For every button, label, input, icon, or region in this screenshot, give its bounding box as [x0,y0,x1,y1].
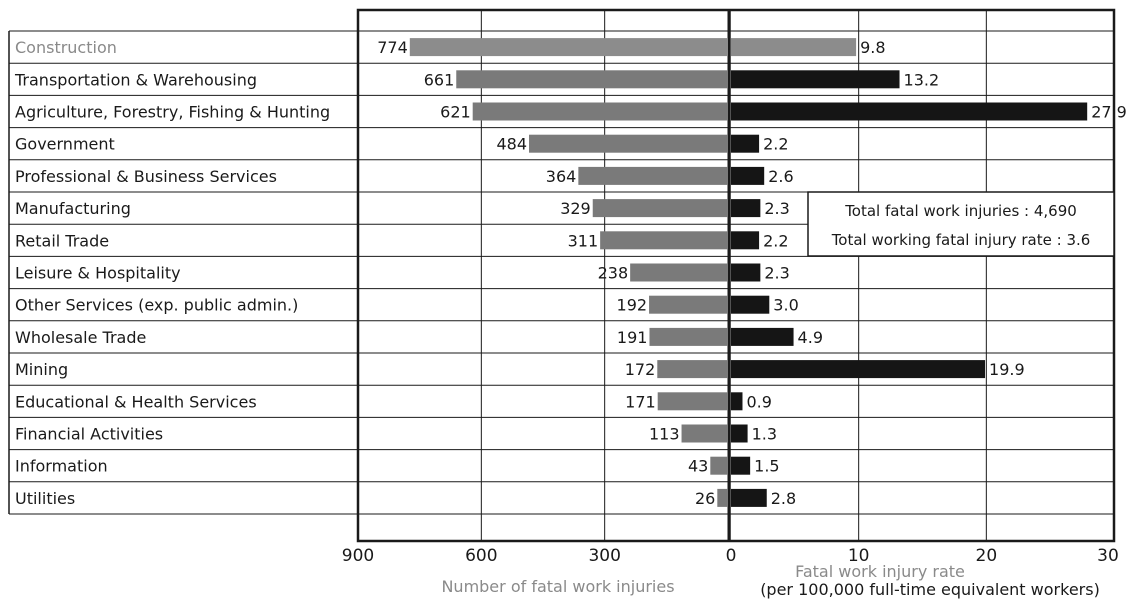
category-label: Educational & Health Services [15,392,257,411]
plot-frame [356,8,1116,543]
category-label: Retail Trade [15,231,109,250]
rate-value-label: 9.8 [860,38,885,57]
category-label: Government [15,135,115,154]
rate-bar [731,424,748,443]
injuries-value-label: 238 [598,264,629,283]
rate-bar [731,392,743,411]
injuries-bar [592,199,728,218]
category-label: Transportation & Warehousing [14,70,257,89]
x-tick-label-left: 600 [465,546,497,566]
rate-value-label: 0.9 [746,392,771,411]
rate-bar [731,231,760,250]
injuries-value-label: 364 [546,167,577,186]
rate-bar [731,70,900,89]
category-label: Professional & Business Services [15,167,277,186]
rate-value-label: 19.9 [989,360,1025,379]
rate-value-label: 1.5 [754,457,779,476]
rate-value-label: 2.8 [771,489,796,508]
injuries-bar [681,424,728,443]
injuries-bar [529,134,728,153]
injuries-value-label: 172 [625,360,656,379]
category-label: Other Services (exp. public admin.) [15,296,298,315]
injuries-bar [409,38,728,57]
rate-bar [731,456,751,475]
injuries-bar [657,360,728,379]
injuries-value-label: 43 [688,457,708,476]
rate-bar [731,488,767,507]
injuries-bar [472,102,728,121]
rate-value-label: 2.3 [764,264,789,283]
injuries-value-label: 192 [617,296,648,315]
x-tick-label-left: 300 [588,546,620,566]
x-axis-title-right-line1: Fatal work injury rate [795,562,965,581]
category-label: Information [15,457,108,476]
injuries-value-label: 171 [625,392,656,411]
x-tick-label-right: 30 [1097,546,1119,566]
total-fatal-rate-text: Total working fatal injury rate : 3.6 [831,231,1091,249]
rate-bar [731,295,770,314]
rate-value-label: 2.3 [764,199,789,218]
rate-value-label: 2.2 [763,135,788,154]
x-axis-title-right-line2: (per 100,000 full-time equivalent worker… [760,580,1100,599]
rate-value-label: 2.6 [768,167,793,186]
rate-value-label: 3.0 [773,296,798,315]
rate-value-label: 13.2 [904,70,940,89]
rate-bar [731,134,760,153]
injuries-value-label: 329 [560,199,591,218]
rate-bar [731,327,794,346]
totals-annotation: Total fatal work injuries : 4,690 Total … [807,191,1115,257]
injuries-bar [649,295,728,314]
rate-value-label: 4.9 [798,328,823,347]
rate-bar [731,38,857,57]
injuries-value-label: 661 [424,70,455,89]
injuries-value-label: 26 [695,489,715,508]
rate-bar [731,360,986,379]
rate-bar [731,263,761,282]
rate-bar [731,199,761,218]
rate-value-label: 1.3 [752,425,777,444]
totals-annotation-box [807,191,1115,257]
injuries-bar [456,70,728,89]
injuries-value-label: 113 [649,425,680,444]
injuries-bar [630,263,728,282]
injuries-bar [710,456,728,475]
injuries-value-label: 191 [617,328,648,347]
injuries-bar [578,166,728,185]
bars [409,38,1088,507]
rate-bar [731,166,765,185]
x-axis-title-left: Number of fatal work injuries [441,577,674,596]
injuries-bar [649,327,728,346]
category-label: Agriculture, Forestry, Fishing & Hunting [15,103,330,122]
category-label: Wholesale Trade [15,328,146,347]
rate-bar [731,102,1088,121]
labels: Construction 774 9.8 Transportation & Wareh… [14,38,1127,566]
category-label: Manufacturing [15,199,131,218]
grid [8,8,1116,543]
category-label: Construction [15,38,117,57]
x-tick-label-left: 900 [342,546,374,566]
injuries-value-label: 774 [377,38,408,57]
total-fatal-injuries-text: Total fatal work injuries : 4,690 [844,202,1077,220]
injuries-value-label: 621 [440,103,471,122]
injuries-value-label: 311 [568,231,599,250]
category-label: Utilities [15,489,75,508]
category-label: Mining [15,360,68,379]
x-tick-label-right: 10 [848,546,870,566]
x-tick-label-left: 0 [726,546,737,566]
injuries-bar [657,392,728,411]
injuries-bar [600,231,728,250]
injuries-bar [717,488,728,507]
category-label: Financial Activities [15,425,163,444]
rate-value-label: 27.9 [1091,103,1127,122]
rate-value-label: 2.2 [763,231,788,250]
x-tick-label-right: 20 [976,546,998,566]
category-label: Leisure & Hospitality [15,264,181,283]
injuries-value-label: 484 [496,135,527,154]
